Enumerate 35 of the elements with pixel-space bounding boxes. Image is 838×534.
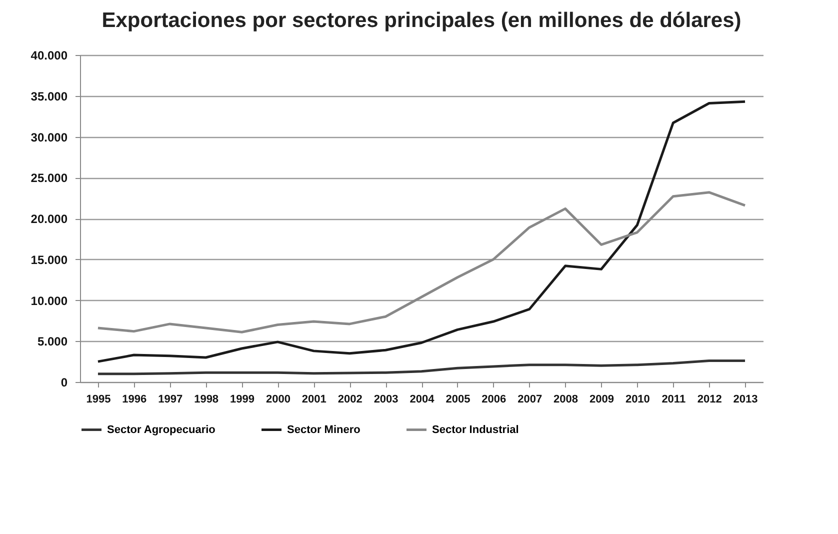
x-tick-label: 2002: [338, 394, 362, 406]
legend-label: Sector Industrial: [432, 424, 519, 436]
legend-label: Sector Agropecuario: [107, 424, 216, 436]
x-tick-label: 1998: [194, 394, 219, 406]
y-tick-label: 0: [60, 376, 68, 390]
x-tick-label: 2010: [625, 394, 650, 406]
y-tick-label: 5.000: [37, 334, 68, 349]
x-tick-label: 2008: [554, 394, 578, 406]
line-series: [96, 100, 746, 363]
x-tick-label: 1996: [122, 394, 147, 406]
y-tick-label: 40.000: [30, 48, 68, 62]
y-tick-label: 30.000: [30, 130, 68, 144]
y-tick-label: 15.000: [30, 252, 68, 267]
x-tick-label: 2003: [374, 394, 398, 406]
line-series: [96, 359, 746, 376]
x-tick-label: 2005: [446, 394, 470, 406]
x-tick-label: 2001: [302, 394, 326, 406]
x-tick-label: 2009: [589, 394, 614, 406]
x-tick-label: 2004: [410, 394, 436, 406]
chart-title: Exportaciones por sectores principales (en millones de dólares): [102, 9, 742, 32]
x-tick-label: 2011: [662, 394, 686, 406]
x-tick-label: 2000: [266, 394, 290, 406]
legend-label: Sector Minero: [287, 424, 361, 436]
y-tick-label: 10.000: [30, 294, 68, 308]
x-tick-label: 2012: [697, 394, 722, 406]
x-tick-label: 1995: [86, 394, 111, 406]
x-tick-label: 1999: [230, 394, 255, 406]
line-series: [96, 191, 746, 334]
x-tick-label: 2007: [518, 394, 542, 406]
y-tick-label: 20.000: [30, 212, 68, 226]
y-tick-label: 35.000: [30, 89, 68, 104]
y-tick-label: 25.000: [30, 171, 68, 186]
x-tick-label: 2013: [733, 394, 758, 406]
x-tick-label: 2006: [482, 394, 506, 406]
x-tick-label: 1997: [158, 394, 183, 406]
